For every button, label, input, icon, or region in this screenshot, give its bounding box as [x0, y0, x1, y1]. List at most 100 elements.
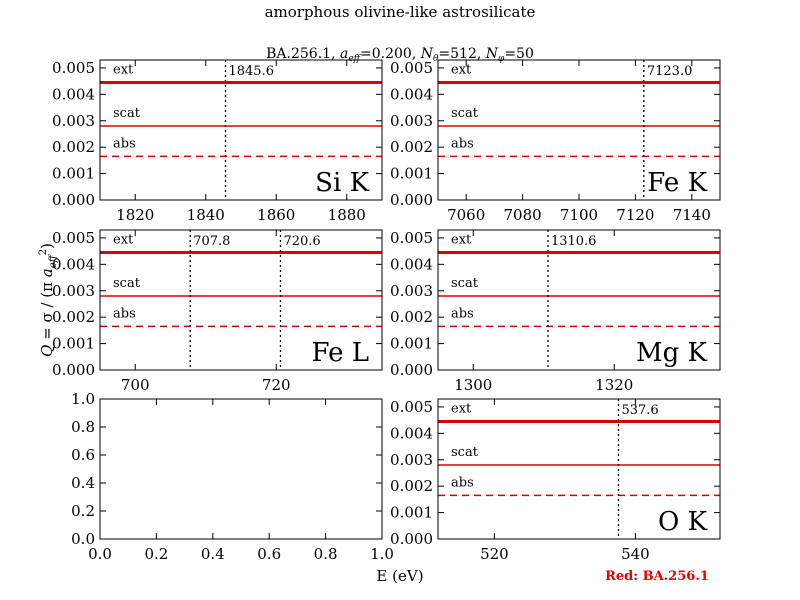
series-label-ext: ext — [113, 62, 134, 77]
y-tick-label: 0.004 — [52, 255, 95, 273]
y-tick-label: 0.005 — [52, 229, 95, 247]
y-tick-label: 0.000 — [390, 191, 433, 209]
x-tick-label: 7060 — [447, 206, 485, 224]
panel-o-k: ext scat abs 537.6 O K 0.000 0.001 0.002 0.003 0.… — [390, 398, 721, 563]
series-label-abs: abs — [113, 136, 136, 151]
y-tick-label: 0.004 — [390, 85, 433, 103]
y-tick-label: 0.003 — [390, 451, 433, 469]
y-tick-label: 0.002 — [390, 477, 433, 495]
edge-marker-label: 707.8 — [193, 234, 230, 249]
x-tick-label: 7120 — [616, 206, 654, 224]
y-tick-label: 0.003 — [52, 112, 95, 130]
y-tick-label: 0.001 — [390, 335, 433, 353]
series-label-ext: ext — [451, 401, 472, 416]
panel-fe-k: ext scat abs 7123.0 Fe K 0.000 0.001 0.002 0.003… — [390, 59, 721, 224]
x-axis-label: E (eV) — [376, 567, 423, 585]
y-tick-label: 1.0 — [71, 390, 95, 408]
series-label-ext: ext — [113, 232, 134, 247]
y-tick-label: 0.005 — [390, 59, 433, 77]
y-tick-label: 0.003 — [390, 282, 433, 300]
edge-name-label: O K — [658, 507, 708, 537]
x-tick-label: 1320 — [595, 376, 633, 394]
footer-note: Red: BA.256.1 — [605, 569, 709, 584]
y-tick-label: 0.001 — [390, 165, 433, 183]
y-tick-label: 0.003 — [52, 282, 95, 300]
series-label-scat: scat — [451, 445, 479, 460]
chart-title: amorphous olivine-like astrosilicate — [265, 3, 536, 21]
y-tick-label: 0.004 — [52, 85, 95, 103]
y-tick-label: 0.000 — [390, 361, 433, 379]
plot-frame — [99, 59, 383, 201]
y-tick-label: 0.000 — [52, 191, 95, 209]
y-tick-label: 0.002 — [52, 308, 95, 326]
edge-name-label: Mg K — [636, 338, 708, 368]
x-tick-label: 7100 — [560, 206, 598, 224]
y-tick-label: 0.004 — [390, 255, 433, 273]
x-tick-label: 1.0 — [370, 545, 394, 563]
y-tick-label: 0.000 — [52, 361, 95, 379]
y-tick-label: 0.005 — [390, 229, 433, 247]
y-tick-label: 0.002 — [390, 138, 433, 156]
y-tick-label: 0.001 — [390, 504, 433, 522]
series-label-scat: scat — [451, 276, 479, 291]
y-axis-label: Q = σ / (π aeff2) — [38, 243, 59, 357]
y-tick-label: 0.001 — [52, 335, 95, 353]
edge-marker-label: 720.6 — [283, 234, 320, 249]
series-label-scat: scat — [451, 106, 479, 121]
x-tick-label: 1840 — [187, 206, 225, 224]
edge-name-label: Si K — [315, 168, 369, 198]
panels: ext scat abs 1845.6 Si K 0.000 0.001 0.002 0.003… — [52, 59, 721, 563]
plot-frame — [99, 229, 383, 371]
x-tick-label: 0.2 — [144, 545, 168, 563]
y-tick-label: 0.0 — [71, 530, 95, 548]
edge-marker-label: 537.6 — [621, 403, 658, 418]
y-tick-label: 0.005 — [52, 59, 95, 77]
y-tick-label: 0.8 — [71, 418, 95, 436]
x-tick-label: 7140 — [673, 206, 711, 224]
y-tick-label: 0.003 — [390, 112, 433, 130]
x-tick-label: 700 — [121, 376, 150, 394]
y-tick-label: 0.004 — [390, 424, 433, 442]
x-tick-label: 1860 — [257, 206, 295, 224]
edge-marker-label: 1310.6 — [551, 234, 597, 249]
y-tick-label: 0.4 — [71, 474, 95, 492]
y-tick-label: 0.6 — [71, 446, 95, 464]
edge-marker-label: 1845.6 — [228, 64, 273, 79]
y-tick-label: 0.2 — [71, 502, 95, 520]
chart-subtitle: BA.256.1, aeff=0.200, Nθ=512, Nφ=50 — [266, 46, 534, 64]
x-tick-label: 520 — [480, 545, 509, 563]
x-tick-label: 1880 — [328, 206, 366, 224]
panel-fe-l: ext scat abs 707.8 720.6 Fe L 0.000 0.001 0.002 0… — [52, 229, 383, 394]
series-label-scat: scat — [113, 276, 141, 291]
x-tick-label: 1300 — [454, 376, 492, 394]
x-tick-label: 1820 — [116, 206, 154, 224]
x-tick-label: 0.4 — [201, 545, 225, 563]
panel-si-k: ext scat abs 1845.6 Si K 0.000 0.001 0.002 0.003… — [52, 59, 383, 224]
series-label-ext: ext — [451, 232, 472, 247]
panel-mg-k: ext scat abs 1310.6 Mg K 0.000 0.001 0.002 0.003… — [390, 229, 721, 394]
series-label-abs: abs — [451, 475, 474, 490]
y-tick-label: 0.001 — [52, 165, 95, 183]
y-tick-label: 0.002 — [52, 138, 95, 156]
x-tick-label: 540 — [621, 545, 650, 563]
x-tick-label: 0.6 — [257, 545, 281, 563]
x-tick-label: 7080 — [504, 206, 542, 224]
y-tick-label: 0.002 — [390, 308, 433, 326]
series-label-scat: scat — [113, 106, 141, 121]
plot-frame — [437, 398, 721, 540]
y-tick-label: 0.005 — [390, 398, 433, 416]
series-label-abs: abs — [451, 136, 474, 151]
series-label-ext: ext — [451, 62, 472, 77]
edge-name-label: Fe L — [311, 338, 369, 368]
series-label-abs: abs — [113, 306, 136, 321]
y-tick-label: 0.000 — [390, 530, 433, 548]
panel-empty: 0.0 0.2 0.4 0.6 0.8 1.0 0.0 0.2 0.4 0.6 0.8 1.0 — [71, 390, 394, 563]
series-label-abs: abs — [451, 306, 474, 321]
edge-marker-label: 7123.0 — [647, 64, 693, 79]
edge-name-label: Fe K — [647, 168, 707, 198]
plot-frame — [99, 398, 383, 540]
x-tick-label: 0.0 — [88, 545, 112, 563]
x-tick-label: 720 — [262, 376, 291, 394]
x-tick-label: 0.8 — [314, 545, 338, 563]
